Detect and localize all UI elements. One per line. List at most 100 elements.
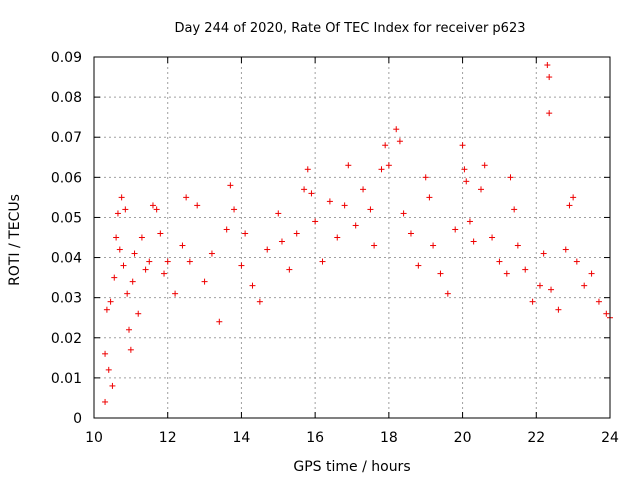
data-point	[326, 198, 333, 205]
data-point	[138, 234, 145, 241]
data-point	[496, 258, 503, 265]
data-point	[256, 298, 263, 305]
data-point	[249, 282, 256, 289]
data-point	[341, 202, 348, 209]
data-point	[422, 174, 429, 181]
data-point	[275, 210, 282, 217]
data-point	[466, 218, 473, 225]
points-layer	[102, 62, 613, 405]
data-point	[360, 186, 367, 193]
plot-frame	[93, 56, 611, 419]
data-point	[231, 206, 238, 213]
data-point	[179, 242, 186, 249]
data-point	[463, 178, 470, 185]
data-point	[242, 230, 249, 237]
data-point	[227, 182, 234, 189]
data-point	[157, 230, 164, 237]
data-point	[114, 210, 121, 217]
data-point	[102, 350, 109, 357]
data-point	[122, 206, 129, 213]
data-point	[116, 246, 123, 253]
data-point	[293, 230, 300, 237]
data-point	[540, 250, 547, 257]
x-tick-label: 12	[159, 430, 177, 446]
data-point	[481, 162, 488, 169]
tick-layer: 10 12 14 16 18 20 22 24 0 0.01 0.02 0.03 0.04 0.05 0.0…	[51, 50, 619, 446]
y-tick-label: 0.03	[51, 291, 82, 307]
data-point	[529, 298, 536, 305]
data-point	[444, 290, 451, 297]
data-point	[581, 282, 588, 289]
data-point	[461, 166, 468, 173]
data-point	[546, 74, 553, 81]
data-point	[334, 234, 341, 241]
data-point	[103, 306, 110, 313]
data-point	[312, 218, 319, 225]
data-point	[124, 290, 131, 297]
data-point	[352, 222, 359, 229]
data-point	[588, 270, 595, 277]
y-tick-label: 0.09	[51, 50, 82, 66]
y-tick-label: 0.08	[51, 90, 82, 106]
data-point	[511, 206, 518, 213]
data-point	[216, 318, 223, 325]
data-point	[507, 174, 514, 181]
data-point	[142, 266, 149, 273]
y-tick-label: 0.04	[51, 251, 82, 267]
data-point	[522, 266, 529, 273]
data-point	[546, 110, 553, 117]
x-tick-label: 20	[454, 430, 472, 446]
data-point	[566, 202, 573, 209]
data-point	[105, 366, 112, 373]
data-point	[109, 382, 116, 389]
data-point	[570, 194, 577, 201]
data-point	[126, 326, 133, 333]
chart-title: Day 244 of 2020, Rate Of TEC Index for r…	[175, 21, 526, 36]
data-point	[129, 278, 136, 285]
data-point	[603, 310, 610, 317]
data-point	[164, 258, 171, 265]
data-point	[111, 274, 118, 281]
data-point	[131, 250, 138, 257]
data-point	[548, 286, 555, 293]
data-point	[161, 270, 168, 277]
y-tick-label: 0.05	[51, 210, 82, 226]
data-point	[107, 298, 114, 305]
data-point	[308, 190, 315, 197]
data-point	[102, 398, 109, 405]
data-point	[536, 282, 543, 289]
data-point	[407, 230, 414, 237]
data-point	[393, 126, 400, 133]
data-point	[430, 242, 437, 249]
x-tick-label: 24	[601, 430, 619, 446]
data-point	[172, 290, 179, 297]
data-point	[194, 202, 201, 209]
data-point	[382, 142, 389, 149]
data-point	[127, 346, 134, 353]
data-point	[264, 246, 271, 253]
data-point	[437, 270, 444, 277]
data-point	[573, 258, 580, 265]
data-point	[367, 206, 374, 213]
data-point	[459, 142, 466, 149]
data-point	[371, 242, 378, 249]
data-point	[223, 226, 230, 233]
data-point	[301, 186, 308, 193]
x-tick-label: 16	[306, 430, 324, 446]
data-point	[149, 202, 156, 209]
data-point	[503, 270, 510, 277]
x-tick-label: 18	[380, 430, 398, 446]
data-point	[426, 194, 433, 201]
data-point	[345, 162, 352, 169]
data-point	[286, 266, 293, 273]
data-point	[304, 166, 311, 173]
x-tick-label: 10	[85, 430, 103, 446]
data-point	[452, 226, 459, 233]
data-point	[514, 242, 521, 249]
data-point	[118, 194, 125, 201]
data-point	[555, 306, 562, 313]
x-tick-label: 22	[527, 430, 545, 446]
data-point	[415, 262, 422, 269]
